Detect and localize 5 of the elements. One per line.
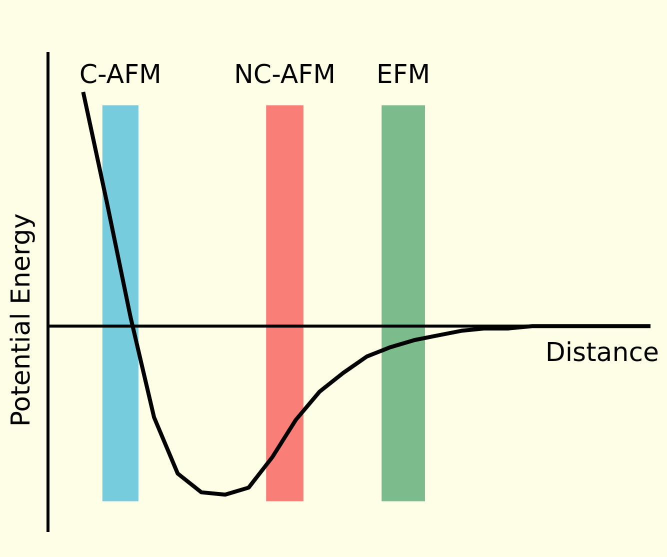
text: NC-AFM <box>234 60 336 90</box>
text: C-AFM <box>79 60 162 90</box>
x-axis-title: Distance <box>545 338 659 368</box>
text: EFM <box>376 60 430 90</box>
y-axis-title: Potential Energy <box>6 213 36 427</box>
